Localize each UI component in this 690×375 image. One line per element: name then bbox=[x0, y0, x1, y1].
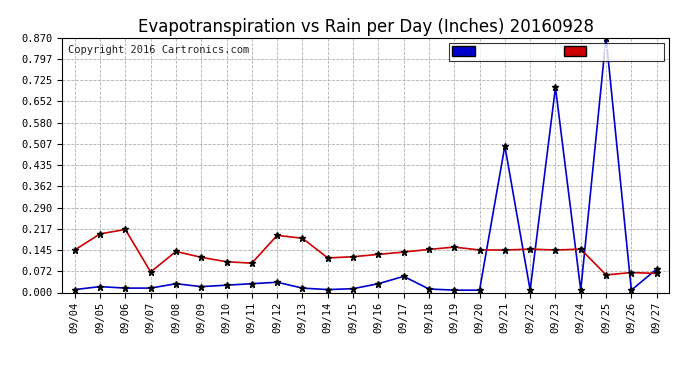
Legend: Rain  (Inches), ET  (Inches): Rain (Inches), ET (Inches) bbox=[449, 43, 664, 60]
Title: Evapotranspiration vs Rain per Day (Inches) 20160928: Evapotranspiration vs Rain per Day (Inch… bbox=[138, 18, 593, 36]
Text: Copyright 2016 Cartronics.com: Copyright 2016 Cartronics.com bbox=[68, 45, 249, 55]
